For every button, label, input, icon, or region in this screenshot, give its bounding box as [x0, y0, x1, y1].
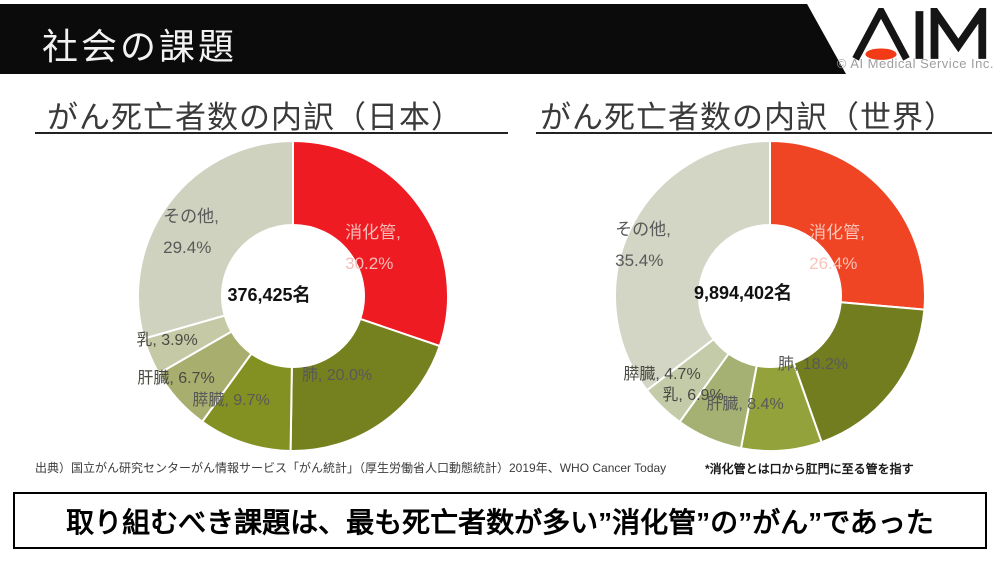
donut-chart-japan: 消化管, 30.2% 肺, 20.0% 膵臓, 9.7% 肝臓, 6.7% 乳, 3.9%…	[128, 131, 458, 461]
conclusion-text: 取り組むべき課題は、最も死亡者数が多い”消化管”の”がん”であった	[66, 506, 934, 538]
donut-slice-1	[792, 301, 926, 444]
donut-center-label: 376,425名	[227, 285, 311, 305]
copyright-text: © AI Medical Service Inc.	[836, 56, 994, 71]
donut-slice-5	[137, 139, 294, 340]
company-logo: © AI Medical Service Inc.	[814, 8, 994, 71]
donut-slice-1	[289, 317, 441, 452]
source-note: 出典）国立がん研究センターがん情報サービス「がん統計」（厚生労働省人口動態統計）…	[35, 461, 667, 475]
footnote: *消化管とは口から肛門に至る管を指す	[705, 462, 914, 476]
donut-slice-0	[292, 139, 450, 348]
aim-logo-icon	[852, 8, 987, 61]
donut-slice-5	[613, 139, 771, 392]
conclusion-box: 取り組むべき課題は、最も死亡者数が多い”消化管”の”がん”であった	[13, 492, 987, 549]
donut-chart-world: 消化管, 26.4% 肺, 18.2% 肝臓, 8.4% 乳, 6.9% 膵臓, 4.7%…	[605, 131, 935, 461]
page-title: 社会の課題	[42, 26, 238, 67]
chart-title-world: がん死亡者数の内訳（世界）	[536, 92, 992, 135]
donut-slice-0	[769, 139, 926, 311]
chart-title-japan: がん死亡者数の内訳（日本）	[35, 92, 508, 135]
donut-center-label: 9,894,402名	[693, 283, 793, 303]
header-banner: 社会の課題	[0, 4, 846, 74]
